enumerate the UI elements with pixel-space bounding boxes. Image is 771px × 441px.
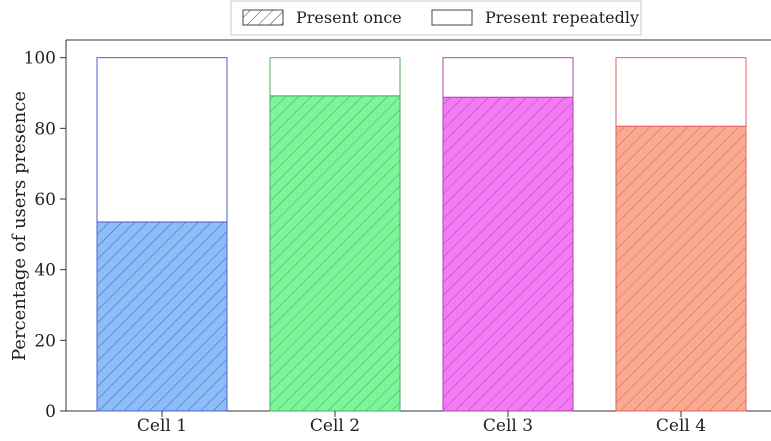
y-tick-label: 100 bbox=[24, 49, 56, 69]
y-tick-label: 80 bbox=[34, 119, 56, 139]
x-tick-label: Cell 2 bbox=[310, 416, 360, 436]
legend-label-present-repeatedly: Present repeatedly bbox=[485, 8, 639, 27]
x-tick-label: Cell 3 bbox=[483, 416, 533, 436]
bar-present-once-4 bbox=[615, 125, 747, 412]
bar-present-repeatedly-1 bbox=[96, 57, 228, 223]
bar-present-repeatedly-2 bbox=[269, 57, 401, 97]
bars bbox=[96, 57, 747, 412]
y-tick-label: 60 bbox=[34, 190, 56, 210]
legend-label-present-once: Present once bbox=[296, 8, 402, 27]
y-axis-title: Percentage of users presence bbox=[9, 91, 30, 361]
bar-present-once-3 bbox=[442, 96, 574, 412]
bar-present-once-2 bbox=[269, 95, 401, 412]
bar-present-once-1 bbox=[96, 221, 228, 412]
bar-present-repeatedly-4 bbox=[615, 57, 747, 127]
bar-present-repeatedly-3 bbox=[442, 57, 574, 98]
y-tick-label: 40 bbox=[34, 261, 56, 281]
y-ticks: 0 20 40 60 80 100 bbox=[24, 49, 66, 422]
legend-swatch-present-repeatedly bbox=[431, 9, 473, 26]
y-tick-label: 0 bbox=[45, 402, 56, 422]
x-tick-label: Cell 1 bbox=[137, 416, 187, 436]
x-ticks: Cell 1 Cell 2 Cell 3 Cell 4 bbox=[137, 411, 706, 436]
legend: Present once Present repeatedly bbox=[230, 0, 642, 36]
legend-swatch-present-once bbox=[242, 9, 284, 26]
y-tick-label: 20 bbox=[34, 331, 56, 351]
x-tick-label: Cell 4 bbox=[656, 416, 706, 436]
